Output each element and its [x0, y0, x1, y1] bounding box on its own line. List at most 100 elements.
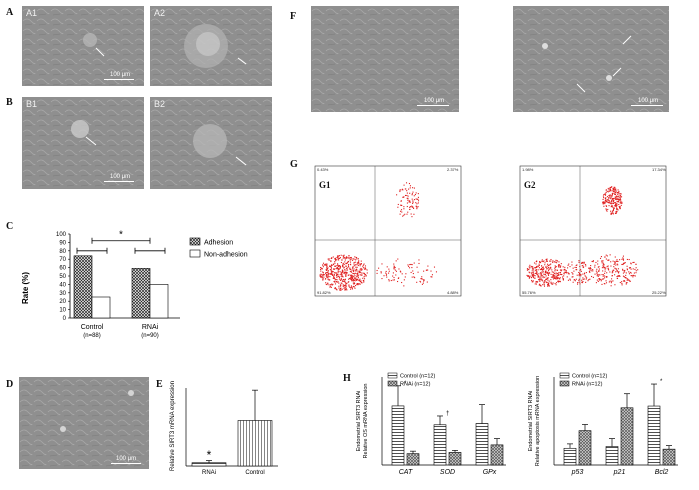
- y-tick-label: 50: [59, 274, 66, 280]
- significance-star: *: [207, 448, 212, 462]
- significance-mark: *: [404, 381, 407, 387]
- legend-label-adhesion: Adhesion: [204, 240, 233, 247]
- y-tick-label: 70: [59, 257, 66, 263]
- flow-plot-g1: G1 0.43% 2.37% 91.82% 4.88%: [307, 160, 465, 305]
- quadrant-ul: 1.98%: [522, 167, 534, 172]
- micrograph-f1: 100 μm: [311, 6, 459, 112]
- sub-label-b2: B2: [154, 99, 166, 109]
- scale-label: 100 μm: [638, 98, 659, 104]
- y-tick-label: 10: [59, 308, 66, 314]
- y-tick-label: 60: [59, 266, 66, 272]
- sub-label-a1: A1: [26, 8, 38, 18]
- bar: [131, 268, 151, 319]
- category-sub-label: (n=90): [141, 333, 159, 339]
- category-label: CAT: [399, 469, 413, 476]
- y-axis-title-line1: Endometrial SIRT3 RNAi: [356, 391, 362, 452]
- legend-label-non-adhesion: Non-adhesion: [204, 252, 248, 259]
- bar: [475, 423, 489, 466]
- scale-bar: [631, 105, 663, 106]
- micrograph-d: 100 μm: [19, 377, 149, 469]
- legend-swatch: [559, 372, 570, 379]
- bar: [73, 255, 93, 319]
- legend-swatch: [387, 380, 398, 387]
- bar: [406, 453, 420, 466]
- y-tick-label: 0: [63, 316, 67, 322]
- legend-swatch: [387, 372, 398, 379]
- sub-label-a2: A2: [154, 8, 166, 18]
- y-axis-title: Rate (%): [21, 272, 30, 304]
- category-label: SOD: [440, 469, 455, 476]
- legend-label: Control (n=12): [572, 374, 607, 380]
- scale-label: 100 μm: [116, 456, 137, 462]
- category-label: p21: [613, 469, 626, 476]
- category-label: p53: [571, 469, 584, 476]
- bar: [91, 296, 111, 319]
- category-label: Control: [245, 470, 264, 476]
- scale-bar: [417, 105, 449, 106]
- y-axis-title-line2: Relative OS mRNA expression: [363, 384, 369, 459]
- category-label: GPx: [483, 469, 497, 476]
- y-tick-label: 100: [56, 232, 67, 238]
- scale-bar: [104, 79, 134, 80]
- scale-label: 100 μm: [110, 174, 131, 180]
- quadrant-lr: 25.22%: [652, 290, 666, 295]
- panel-label-c: C: [6, 221, 14, 232]
- bar: [563, 447, 577, 466]
- bar: [391, 405, 405, 466]
- legend-swatch: [559, 380, 570, 387]
- quadrant-ll: 55.76%: [522, 290, 536, 295]
- panel-label-b: B: [6, 97, 13, 108]
- y-tick-label: 90: [59, 240, 66, 246]
- significance-mark: †: [446, 411, 449, 417]
- chart-c: Rate (%) 0 10 20 30 40 50 60 70 80 90 100 Control (…: [21, 230, 248, 339]
- bar: [647, 405, 661, 466]
- legend-swatch-non-adhesion: [189, 249, 201, 258]
- legend-label: Control (n=12): [400, 374, 435, 380]
- y-tick-label: 30: [59, 291, 66, 297]
- panel-label-d: D: [6, 379, 14, 390]
- chart-h1: Endometrial SIRT3 RNAi Relative OS mRNA e…: [356, 372, 506, 476]
- bar: [620, 407, 634, 466]
- micrograph-a2: A2: [150, 6, 272, 86]
- y-tick-label: 20: [59, 299, 66, 305]
- category-label: RNAi: [142, 324, 159, 331]
- category-label: RNAi: [202, 470, 216, 476]
- legend-label: RNAi (n=12): [400, 382, 431, 388]
- bar: [433, 424, 447, 466]
- category-label: Control: [81, 324, 104, 331]
- sub-label-g2: G2: [524, 180, 536, 190]
- panel-label-a: A: [6, 7, 14, 18]
- bar: [605, 446, 619, 466]
- chart-e: Relative SIRT3 mRNA expression RNAi Contr…: [170, 381, 278, 476]
- bar: [191, 462, 227, 467]
- y-tick-label: 80: [59, 249, 66, 255]
- quadrant-ur: 17.34%: [652, 167, 666, 172]
- bar: [490, 444, 504, 466]
- panel-label-f: F: [290, 11, 297, 22]
- scatter-points: [526, 186, 639, 287]
- micrograph-b2: B2: [150, 97, 272, 189]
- category-sub-label: (n=88): [83, 333, 101, 339]
- chart-h2: Endometrial SIRT3 RNAi Relative apoptosis…: [528, 372, 678, 476]
- scatter-points: [319, 182, 438, 291]
- significance-mark: *: [660, 379, 663, 385]
- panel-label-e: E: [156, 379, 163, 390]
- bar: [237, 420, 273, 467]
- scale-label: 100 μm: [424, 98, 445, 104]
- panel-label-h: H: [343, 373, 351, 384]
- category-label: Bcl2: [655, 469, 669, 476]
- scale-label: 100 μm: [110, 72, 131, 78]
- y-axis-title-line2: Relative apoptosis mRNA expression: [535, 376, 541, 467]
- flow-plot-g2: G2 1.98% 17.34% 55.76% 25.22%: [512, 160, 670, 305]
- scale-bar: [104, 181, 134, 182]
- bar: [578, 430, 592, 466]
- sub-label-b1: B1: [26, 99, 38, 109]
- micrograph-f2: 100 μm: [513, 6, 669, 112]
- y-tick-label: 40: [59, 282, 66, 288]
- micrograph-b1: B1 100 μm: [22, 97, 144, 189]
- quadrant-lr: 4.88%: [447, 290, 459, 295]
- scale-bar: [111, 463, 141, 464]
- bar: [448, 452, 462, 466]
- bar: [149, 284, 169, 319]
- quadrant-ul: 0.43%: [317, 167, 329, 172]
